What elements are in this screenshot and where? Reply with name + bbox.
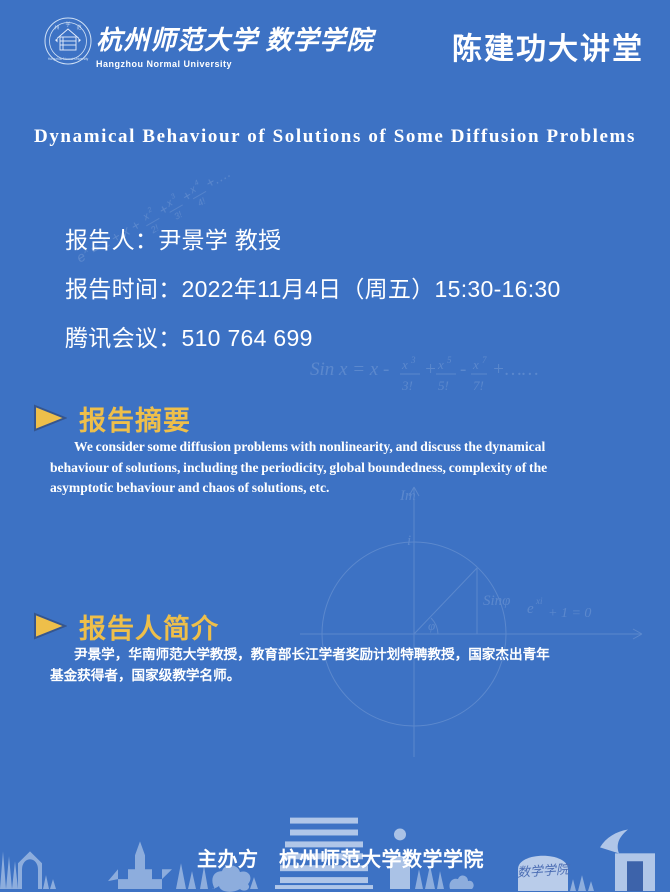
svg-text:3: 3 bbox=[170, 193, 177, 201]
svg-text:Hangzhou Normal University: Hangzhou Normal University bbox=[48, 57, 89, 61]
svg-text:范: 范 bbox=[76, 24, 81, 31]
svg-text:4: 4 bbox=[193, 179, 200, 187]
svg-text:+….: +…. bbox=[203, 164, 234, 191]
svg-text:学: 学 bbox=[65, 21, 70, 28]
svg-text:州: 州 bbox=[54, 25, 59, 31]
svg-text:xi: xi bbox=[535, 596, 543, 606]
svg-text:5!: 5! bbox=[438, 378, 449, 393]
svg-text:Sinφ: Sinφ bbox=[483, 593, 510, 609]
svg-text:7!: 7! bbox=[473, 378, 484, 393]
svg-text:3!: 3! bbox=[172, 209, 184, 222]
svg-text:i: i bbox=[407, 533, 411, 549]
svg-text:3!: 3! bbox=[401, 378, 413, 393]
svg-text:4!: 4! bbox=[196, 196, 208, 209]
